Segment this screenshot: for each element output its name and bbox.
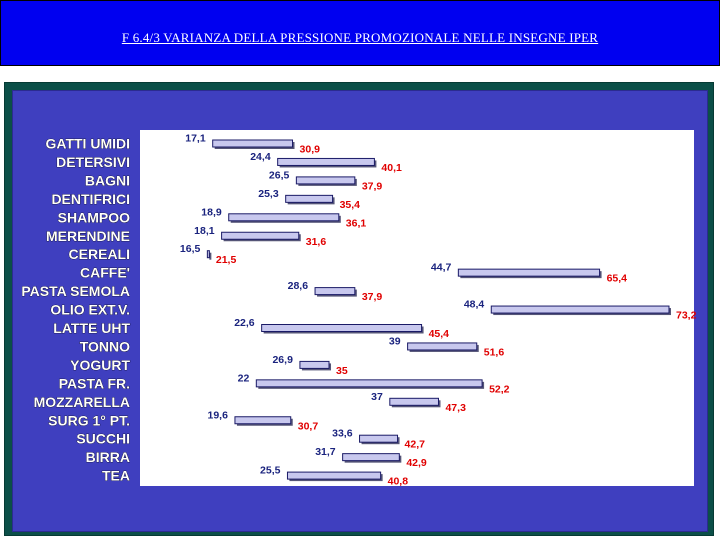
bars (206, 139, 671, 482)
range-bar (457, 268, 601, 277)
category-label: TEA (102, 468, 130, 484)
category-label: OLIO EXT.V. (50, 302, 130, 318)
range-bar (234, 416, 292, 425)
category-label: DENTIFRICI (51, 191, 130, 207)
max-value-label: 36,1 (346, 217, 367, 229)
range-bar (407, 342, 478, 351)
max-value-label: 73,2 (676, 310, 697, 322)
min-value-label: 19,6 (208, 409, 229, 421)
category-label: MERENDINE (46, 228, 130, 244)
page-title: F 6.4/3 VARIANZA DELLA PRESSIONE PROMOZI… (121, 30, 599, 45)
range-bar (206, 250, 210, 259)
range-bar (342, 453, 400, 462)
min-value-label: 26,5 (269, 169, 290, 181)
category-label: TONNO (80, 338, 130, 354)
min-value-label: 37 (371, 391, 383, 403)
max-value-label: 37,9 (362, 291, 383, 303)
range-bar (261, 324, 423, 332)
min-value-label: 22,6 (234, 317, 255, 329)
min-value-label: 26,9 (272, 354, 293, 366)
range-bar (255, 379, 483, 388)
range-bar (221, 231, 300, 240)
category-label: DETERSIVI (56, 154, 130, 170)
range-bar (389, 397, 439, 406)
category-label: SUCCHI (76, 431, 130, 447)
max-value-label: 37,9 (362, 180, 383, 192)
category-label: GATTI UMIDI (45, 136, 130, 152)
range-bar (295, 176, 356, 185)
min-value-label: 31,7 (315, 446, 336, 458)
max-value-label: 42,9 (406, 457, 427, 469)
category-label: CAFFE' (80, 265, 130, 281)
range-bar (212, 139, 294, 148)
min-value-label: 25,5 (260, 465, 281, 477)
category-label: PASTA SEMOLA (21, 283, 130, 299)
range-bar (285, 194, 334, 203)
category-label: CEREALI (69, 246, 130, 262)
value-labels: 17,1 30,9 24,4 40,1 26,5 37,9 25,3 35,4 18,9 36,1… (180, 133, 697, 488)
range-bar (228, 213, 340, 222)
max-value-label: 30,9 (300, 144, 321, 156)
min-value-label: 39 (389, 335, 401, 347)
category-label: PASTA FR. (59, 375, 130, 391)
range-bar (277, 157, 375, 166)
min-value-label: 16,5 (180, 243, 201, 255)
max-value-label: 65,4 (607, 273, 628, 285)
range-bar (490, 305, 670, 314)
max-value-label: 35,4 (340, 199, 361, 211)
min-value-label: 33,6 (332, 428, 353, 440)
max-value-label: 31,6 (306, 236, 327, 248)
range-bar (286, 471, 382, 480)
max-value-label: 40,1 (381, 162, 402, 174)
title-bar: F 6.4/3 VARIANZA DELLA PRESSIONE PROMOZI… (0, 0, 720, 66)
min-value-label: 48,4 (464, 299, 485, 311)
category-label: SURG 1° PT. (48, 412, 130, 428)
category-label: MOZZARELLA (34, 394, 130, 410)
category-label: SHAMPOO (58, 209, 130, 225)
bar-shadow (209, 252, 212, 260)
range-bar (299, 360, 330, 369)
category-label: LATTE UHT (53, 320, 130, 336)
category-label: YOGURT (70, 357, 130, 373)
min-value-label: 28,6 (288, 280, 309, 292)
range-bar (314, 287, 356, 296)
max-value-label: 52,2 (489, 383, 510, 395)
range-bar (359, 434, 399, 443)
max-value-label: 51,6 (484, 346, 505, 358)
category-label: BIRRA (86, 449, 130, 465)
max-value-label: 30,7 (298, 420, 319, 432)
max-value-label: 45,4 (429, 328, 450, 340)
min-value-label: 22 (238, 372, 250, 384)
max-value-label: 21,5 (216, 254, 237, 266)
max-value-label: 42,7 (405, 439, 426, 451)
max-value-label: 35 (336, 365, 348, 377)
min-value-label: 44,7 (431, 262, 452, 274)
category-labels: GATTI UMIDI DETERSIVI BAGNI DENTIFRICI SHAMP… (21, 135, 131, 484)
min-value-label: 18,9 (201, 206, 222, 218)
min-value-label: 25,3 (258, 188, 279, 200)
min-value-label: 24,4 (250, 151, 271, 163)
max-value-label: 47,3 (445, 402, 466, 414)
max-value-label: 40,8 (388, 476, 409, 488)
min-value-label: 18,1 (194, 225, 215, 237)
category-label: BAGNI (85, 172, 130, 188)
min-value-label: 17,1 (185, 133, 206, 145)
